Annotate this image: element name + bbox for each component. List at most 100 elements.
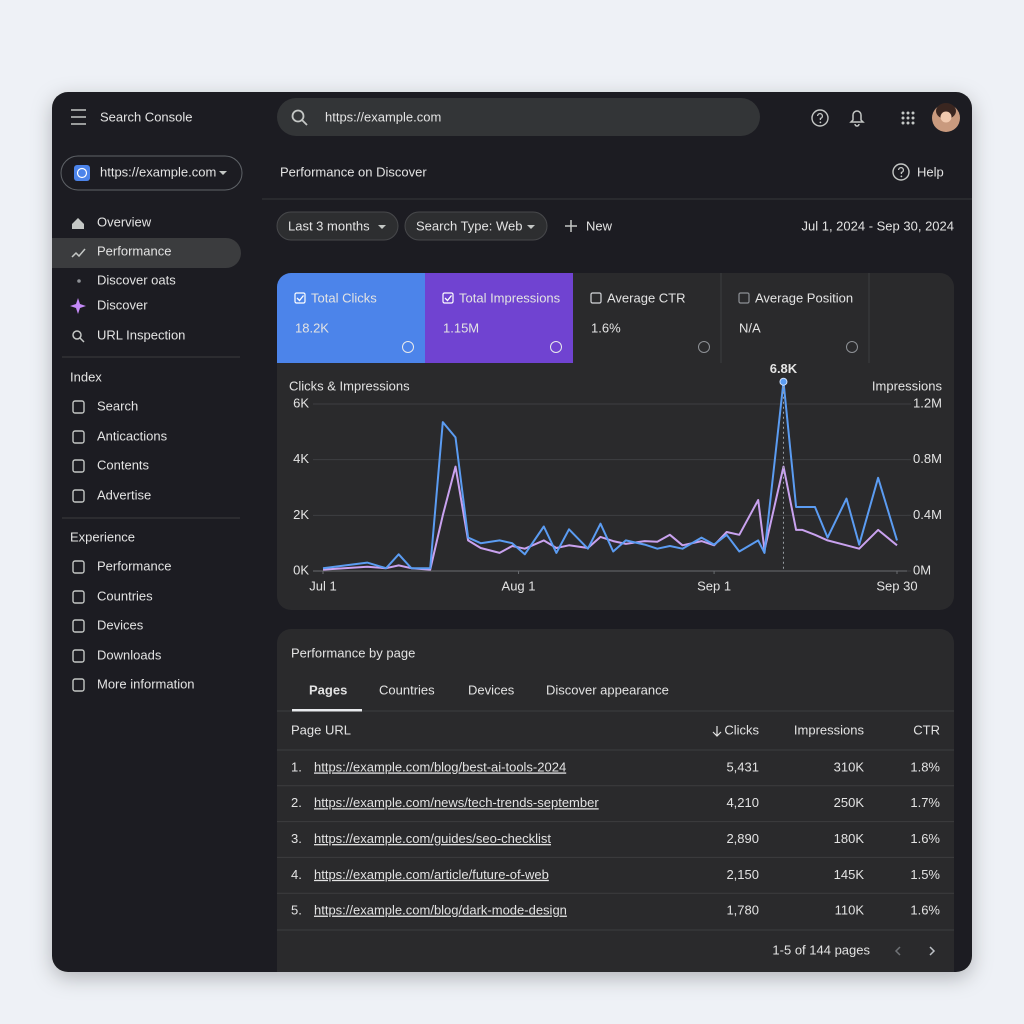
dropdown-caret (378, 225, 386, 229)
product-name: Search Console (100, 109, 193, 124)
nav-icon (72, 218, 84, 229)
impressions-cell: 310K (834, 759, 865, 774)
sort-icon[interactable] (712, 726, 722, 737)
x-tick-label: Sep 30 (876, 578, 917, 593)
column-header[interactable]: Clicks (724, 722, 759, 737)
date-range: Jul 1, 2024 - Sep 30, 2024 (801, 218, 954, 233)
series-line (322, 380, 898, 570)
help-icon[interactable] (892, 163, 910, 181)
tab[interactable]: Devices (468, 682, 515, 697)
page-url-link[interactable]: https://example.com/blog/best-ai-tools-2… (314, 759, 566, 774)
nav-bullet (77, 279, 81, 283)
prev-page[interactable] (894, 946, 901, 956)
x-tick-label: Jul 1 (309, 578, 336, 593)
next-page[interactable] (929, 946, 936, 956)
new-filter[interactable]: New (586, 218, 613, 233)
nav-item[interactable]: Performance (97, 243, 171, 258)
clicks-cell: 1,780 (726, 903, 759, 918)
page-url-link[interactable]: https://example.com/news/tech-trends-sep… (314, 795, 599, 810)
filter-chip[interactable] (404, 211, 548, 241)
nav-icon (72, 560, 85, 574)
column-header[interactable]: CTR (913, 722, 940, 737)
new-icon[interactable] (565, 220, 577, 232)
nav-item[interactable]: Advertise (97, 487, 151, 502)
filter-chip[interactable] (276, 211, 399, 241)
apps-icon[interactable] (911, 121, 915, 125)
metric-value: 18.2K (295, 320, 329, 335)
nav-item[interactable]: Discover (97, 297, 148, 312)
nav-active-bg (52, 238, 241, 268)
tab[interactable]: Countries (379, 682, 435, 697)
search-icon (301, 119, 308, 126)
metric-info-icon (698, 341, 710, 353)
metric-checkbox[interactable] (294, 292, 306, 304)
apps-icon[interactable] (901, 111, 905, 115)
help-link[interactable]: Help (917, 164, 944, 179)
table-card (277, 629, 954, 972)
metric-value: 1.6% (591, 320, 621, 335)
nav-icon (71, 248, 86, 258)
tab[interactable]: Discover appearance (546, 682, 669, 697)
clicks-cell: 5,431 (726, 759, 759, 774)
nav-item[interactable]: Downloads (97, 647, 162, 662)
ctr-cell: 1.7% (910, 795, 940, 810)
tab[interactable]: Pages (309, 682, 347, 697)
property-icon (76, 167, 88, 179)
search-icon (291, 109, 305, 123)
help-icon (900, 175, 903, 178)
metric-tile[interactable] (425, 273, 573, 363)
page-url-link[interactable]: https://example.com/guides/seo-checklist (314, 831, 551, 846)
nav-icon (72, 590, 85, 604)
nav-item[interactable]: Devices (97, 617, 144, 632)
apps-icon[interactable] (906, 111, 910, 115)
page-url-link[interactable]: https://example.com/article/future-of-we… (314, 867, 549, 882)
y2-tick-label: 0M (913, 562, 931, 577)
nav-icon (72, 678, 85, 692)
metric-tile[interactable] (277, 273, 425, 363)
nav-item[interactable]: More information (97, 676, 195, 691)
metric-checkbox[interactable] (738, 292, 750, 304)
apps-icon[interactable] (906, 121, 910, 125)
apps-icon[interactable] (911, 116, 915, 120)
y-tick-label: 6K (293, 395, 309, 410)
x-tick-label: Sep 1 (697, 578, 731, 593)
y-tick-label: 2K (293, 507, 309, 522)
nav-item[interactable]: Countries (97, 588, 153, 603)
nav-item[interactable]: Overview (97, 214, 152, 229)
property-selector[interactable] (60, 155, 243, 191)
metric-label: Total Impressions (459, 290, 561, 305)
page-url-link[interactable]: https://example.com/blog/dark-mode-desig… (314, 903, 567, 918)
notifications-icon[interactable] (849, 110, 865, 127)
ctr-cell: 1.8% (910, 759, 940, 774)
metric-checkbox[interactable] (590, 292, 602, 304)
metric-info-icon (402, 341, 414, 353)
search-placeholder[interactable]: https://example.com (325, 109, 441, 124)
help-icon (816, 112, 824, 120)
apps-icon[interactable] (901, 121, 905, 125)
nav-item[interactable]: Anticactions (97, 428, 168, 443)
nav-icon (72, 649, 85, 663)
clicks-cell: 2,150 (726, 867, 759, 882)
avatar (940, 111, 952, 123)
nav-item[interactable]: URL Inspection (97, 327, 185, 342)
column-header[interactable]: Impressions (794, 722, 865, 737)
peak-point[interactable] (779, 377, 788, 386)
apps-icon[interactable] (906, 116, 910, 120)
y2-tick-label: 0.4M (913, 507, 942, 522)
pagination-status: 1-5 of 144 pages (772, 942, 870, 957)
metric-checkbox[interactable] (442, 292, 454, 304)
search-bar[interactable] (277, 98, 760, 136)
ctr-cell: 1.6% (910, 903, 940, 918)
help-icon (819, 121, 822, 124)
help-icon[interactable] (811, 109, 829, 127)
y2-tick-label: 1.2M (913, 395, 942, 410)
nav-item[interactable]: Search (97, 398, 138, 413)
apps-icon[interactable] (901, 116, 905, 120)
metric-info-icon (550, 341, 562, 353)
nav-subitem[interactable]: Discover oats (97, 272, 176, 287)
nav-item[interactable]: Performance (97, 558, 171, 573)
ctr-cell: 1.5% (910, 867, 940, 882)
nav-item[interactable]: Contents (97, 457, 150, 472)
nav-icon (72, 430, 85, 444)
apps-icon[interactable] (911, 111, 915, 115)
